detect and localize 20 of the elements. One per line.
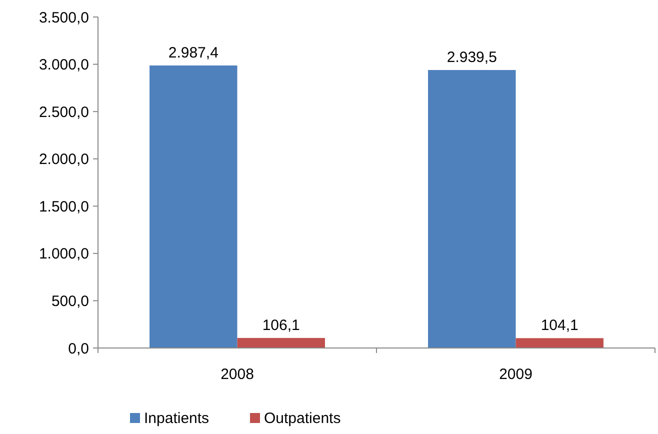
- bar: [428, 70, 516, 348]
- y-tick-label: 1.000,0: [38, 246, 89, 263]
- y-tick-label: 3.000,0: [38, 56, 89, 74]
- data-label: 106,1: [262, 316, 300, 334]
- x-tick-label: 2008: [220, 366, 254, 383]
- bar: [516, 338, 604, 348]
- y-tick-label: 2.000,0: [38, 151, 89, 168]
- legend-label: Inpatients: [144, 410, 210, 427]
- y-tick-label: 1.500,0: [38, 198, 89, 216]
- data-label: 104,1: [540, 317, 578, 334]
- data-label: 2.939,5: [446, 49, 497, 66]
- y-tick-label: 3.500,0: [38, 9, 89, 26]
- legend-label: Outpatients: [264, 410, 341, 427]
- y-tick-label: 2.500,0: [38, 104, 89, 121]
- bar: [150, 65, 238, 348]
- bar: [237, 338, 325, 348]
- data-label: 2.987,4: [168, 44, 218, 62]
- y-tick-label: 500,0: [51, 292, 89, 310]
- y-tick-label: 0,0: [68, 340, 89, 358]
- x-tick-label: 2009: [499, 366, 532, 383]
